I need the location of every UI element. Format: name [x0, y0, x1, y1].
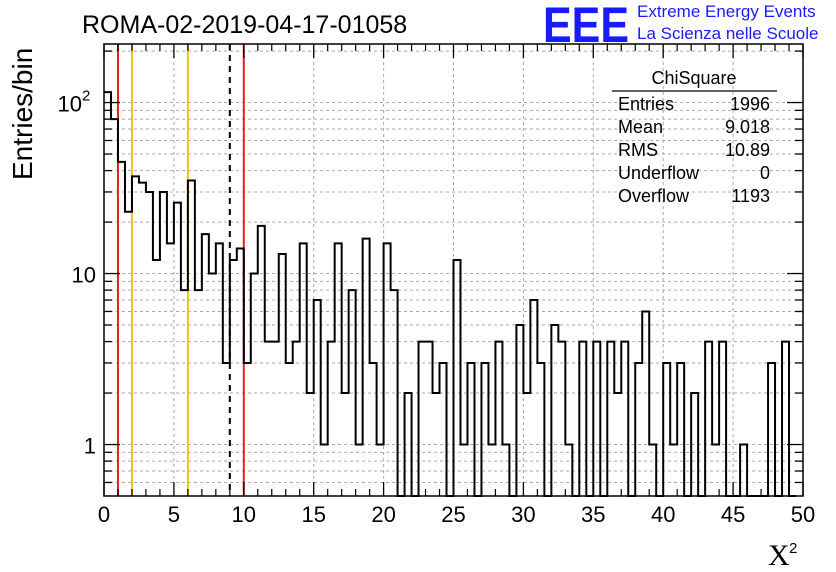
stats-row-label: Entries	[618, 94, 674, 114]
x-tick-label: 45	[721, 502, 745, 527]
x-tick-label: 10	[232, 502, 256, 527]
logo-text: EEE	[543, 0, 629, 53]
x-tick-label: 20	[371, 502, 395, 527]
y-tick-label: 10	[58, 92, 82, 117]
x-tick-label: 50	[791, 502, 815, 527]
histogram-outline	[104, 91, 797, 497]
x-tick-label: 0	[98, 502, 110, 527]
y-tick-label: 10	[72, 263, 96, 288]
x-tick-label: 30	[511, 502, 535, 527]
stats-row-label: Mean	[618, 117, 663, 137]
eee-logo: EEE Extreme Energy Events La Scienza nel…	[543, 0, 818, 53]
logo-line-2: La Scienza nelle Scuole	[637, 24, 818, 43]
y-axis-label: Entries/bin	[7, 48, 38, 180]
stats-row-value: 10.89	[725, 140, 770, 160]
x-axis-label-base: X	[768, 539, 790, 572]
stats-row-value: 1193	[731, 186, 770, 206]
x-tick-label: 5	[168, 502, 180, 527]
stats-title: ChiSquare	[651, 68, 736, 88]
stats-row-value: 1996	[730, 94, 770, 114]
stats-row-value: 0	[760, 163, 770, 183]
logo-line-1: Extreme Energy Events	[637, 2, 816, 21]
x-tick-label: 25	[441, 502, 465, 527]
x-tick-label: 40	[651, 502, 675, 527]
stats-row-value: 9.018	[725, 117, 770, 137]
x-tick-label: 35	[581, 502, 605, 527]
stats-row-label: Underflow	[618, 163, 700, 183]
y-tick-label: 1	[84, 434, 96, 459]
stats-row-label: RMS	[618, 140, 658, 160]
x-axis-label: X 2	[768, 539, 797, 572]
x-tick-label: 15	[301, 502, 325, 527]
x-axis-label-superscript: 2	[789, 540, 797, 557]
stats-box: ChiSquare Entries 1996 Mean 9.018 RMS 10.89 Un…	[612, 68, 777, 206]
stats-row-label: Overflow	[618, 186, 690, 206]
plot-title: ROMA-02-2019-04-17-01058	[82, 11, 407, 39]
y-tick-label-exponent: 2	[82, 88, 90, 105]
